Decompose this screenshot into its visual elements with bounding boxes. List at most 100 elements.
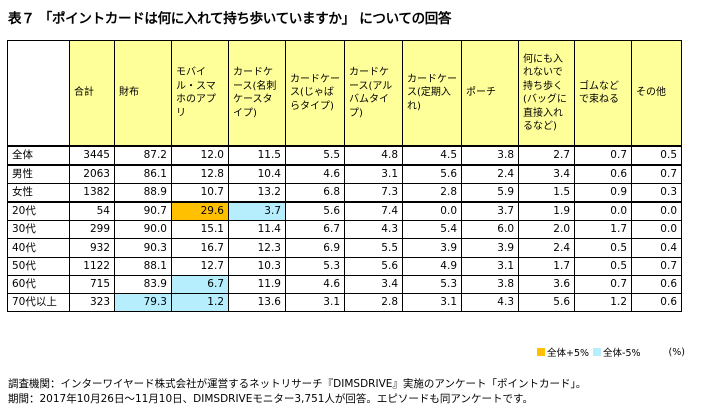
table-cell: 15.1: [171, 220, 229, 240]
table-cell: 0.4: [631, 238, 682, 258]
table-cell: 5.6: [285, 201, 345, 222]
table-cell: 5.3: [402, 274, 462, 294]
legend-item-down: 全体-5%: [593, 345, 641, 359]
table-cell: 6.7: [285, 220, 345, 240]
table-cell: 4.9: [402, 256, 462, 276]
table-cell: 5.9: [461, 183, 519, 203]
table-cell: 4.3: [461, 292, 519, 312]
table-cell: 90.0: [114, 220, 172, 240]
table-cell: 12.0: [171, 144, 229, 166]
table-cell: 10.4: [228, 164, 286, 185]
table-cell: 2.4: [518, 238, 575, 258]
table-cell: 90.7: [114, 201, 172, 222]
footer-period: 期間：2017年10月26日〜11月10日、DIMSDRIVEモニター3,751…: [8, 393, 533, 405]
table-cell: 13.6: [228, 292, 286, 312]
row-label: 全体: [7, 144, 70, 166]
table-cell: 79.3: [114, 292, 172, 312]
legend-label-up: 全体+5%: [547, 348, 590, 359]
table-cell: 1122: [69, 256, 115, 276]
table-cell: 5.4: [402, 220, 462, 240]
table-cell: 3.1: [461, 256, 519, 276]
legend-label-down: 全体-5%: [603, 348, 641, 359]
table-cell: 299: [69, 220, 115, 240]
table-cell: 3.4: [518, 164, 575, 185]
table-cell: 3.1: [402, 292, 462, 312]
table-cell: 12.7: [171, 256, 229, 276]
table-row: 男性 2063 86.1 12.8 10.4 4.6 3.1 5.6 2.4 3…: [7, 164, 682, 185]
table-cell: 0.6: [631, 274, 682, 294]
column-header-card-case-pass: カードケース(定期入れ): [402, 40, 462, 147]
table-cell: 0.3: [631, 183, 682, 203]
table-cell: 3.7: [228, 201, 286, 222]
table-cell: 6.7: [171, 274, 229, 294]
table-cell: 1.5: [518, 183, 575, 203]
table-cell: 1382: [69, 183, 115, 203]
table-cell: 0.5: [574, 256, 632, 276]
page-title: 表７ 「ポイントカードは何に入れて持ち歩いていますか」 についての回答: [8, 11, 452, 27]
table-cell: 16.7: [171, 238, 229, 258]
row-label: 70代以上: [7, 292, 70, 312]
column-header-card-case-album: カードケース(アルバムタイプ): [344, 40, 403, 147]
table-cell: 4.6: [285, 274, 345, 294]
table-cell: 5.5: [344, 238, 403, 258]
table-cell: 3.6: [518, 274, 575, 294]
row-label: 30代: [7, 220, 70, 240]
table-cell: 3.1: [285, 292, 345, 312]
table-cell: 6.0: [461, 220, 519, 240]
table-cell: 0.6: [631, 292, 682, 312]
table-cell: 0.0: [402, 201, 462, 222]
row-label: 40代: [7, 238, 70, 258]
footer-source: 調査機関：インターワイヤード株式会社が運営するネットリサーチ『DIMSDRIVE…: [8, 378, 587, 390]
table-cell: 4.3: [344, 220, 403, 240]
table-cell: 1.9: [518, 201, 575, 222]
column-header-pouch: ポーチ: [461, 40, 519, 147]
table-cell: 0.7: [574, 274, 632, 294]
column-header-rubber-band: ゴムなどで束ねる: [574, 40, 632, 147]
table-cell: 5.6: [518, 292, 575, 312]
table-cell: 13.2: [228, 183, 286, 203]
footer-note: 調査機関：インターワイヤード株式会社が運営するネットリサーチ『DIMSDRIVE…: [8, 377, 586, 407]
table-cell: 0.6: [574, 164, 632, 185]
table-cell: 1.7: [518, 256, 575, 276]
table-cell: 11.4: [228, 220, 286, 240]
table-cell: 2.4: [461, 164, 519, 185]
row-label: 女性: [7, 183, 70, 203]
table-cell: 0.9: [574, 183, 632, 203]
table-row: 20代 54 90.7 29.6 3.7 5.6 7.4 0.0 3.7 1.9…: [7, 201, 682, 222]
row-label: 50代: [7, 256, 70, 276]
table-cell: 3.4: [344, 274, 403, 294]
table-cell: 12.3: [228, 238, 286, 258]
table-cell: 4.6: [285, 164, 345, 185]
table-cell: 6.9: [285, 238, 345, 258]
table-cell: 3.9: [461, 238, 519, 258]
row-label: 男性: [7, 164, 70, 185]
column-header-card-case-business: カードケース(名刺ケースタイプ): [228, 40, 286, 147]
table-cell: 7.3: [344, 183, 403, 203]
column-header-total: 合計: [69, 40, 115, 147]
table-cell: 3.8: [461, 144, 519, 166]
table-cell: 1.7: [574, 220, 632, 240]
table-row: 30代 299 90.0 15.1 11.4 6.7 4.3 5.4 6.0 2…: [7, 220, 682, 240]
table-row: 全体 3445 87.2 12.0 11.5 5.5 4.8 4.5 3.8 2…: [7, 144, 682, 166]
row-label: 60代: [7, 274, 70, 294]
table-cell: 87.2: [114, 144, 172, 166]
table-cell: 3.8: [461, 274, 519, 294]
table-cell: 932: [69, 238, 115, 258]
table-cell: 3.7: [461, 201, 519, 222]
table-cell: 2063: [69, 164, 115, 185]
table-cell: 11.9: [228, 274, 286, 294]
unit-label: (%): [668, 346, 685, 358]
table-cell: 0.7: [574, 144, 632, 166]
table-cell: 10.7: [171, 183, 229, 203]
table-cell: 5.6: [402, 164, 462, 185]
legend: 全体+5% 全体-5% (%): [537, 345, 685, 359]
table-cell: 2.8: [344, 292, 403, 312]
column-header-no-container: 何にも入れないで持ち歩く(バッグに直接入れるなど): [518, 40, 575, 147]
table-cell: 0.5: [631, 144, 682, 166]
legend-swatch-up: [537, 348, 546, 356]
table-cell: 323: [69, 292, 115, 312]
table-cell: 11.5: [228, 144, 286, 166]
table-cell: 3445: [69, 144, 115, 166]
table-cell: 4.5: [402, 144, 462, 166]
table-row: 70代以上 323 79.3 1.2 13.6 3.1 2.8 3.1 4.3 …: [7, 292, 682, 312]
